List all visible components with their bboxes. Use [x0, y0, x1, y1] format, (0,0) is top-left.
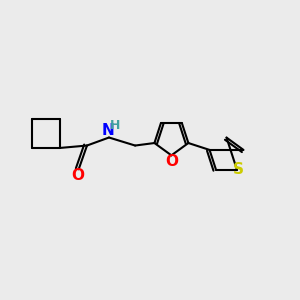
Text: N: N [102, 123, 115, 138]
Text: O: O [72, 168, 85, 183]
Text: S: S [233, 162, 244, 177]
Text: H: H [110, 118, 121, 131]
Text: O: O [165, 154, 178, 169]
